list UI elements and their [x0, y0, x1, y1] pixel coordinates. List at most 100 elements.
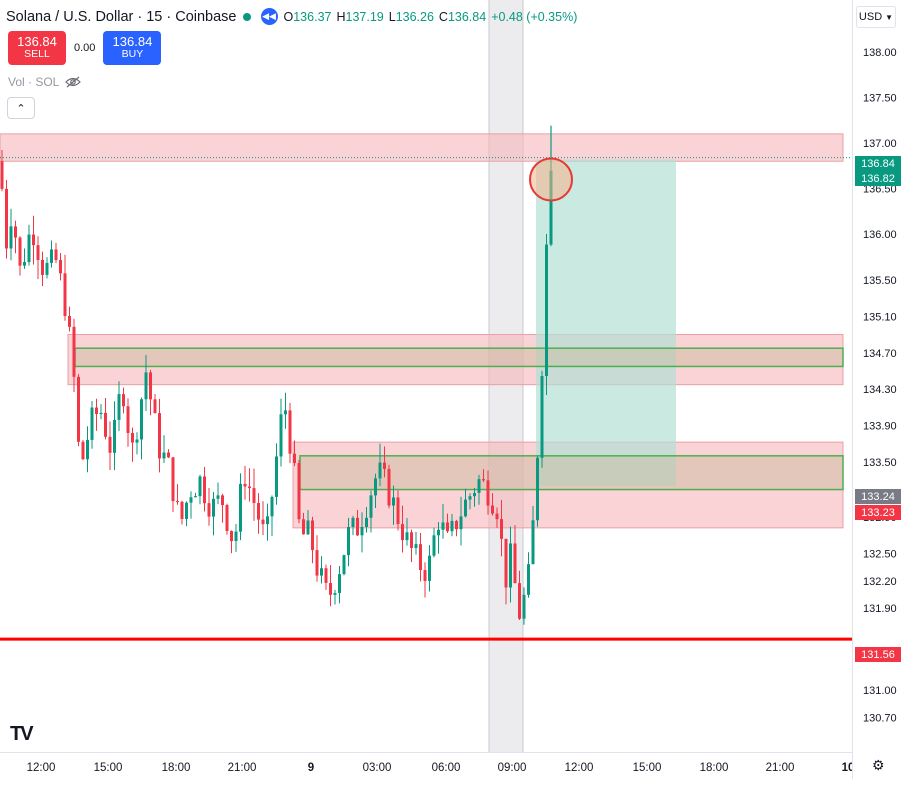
candle-52 [234, 524, 238, 552]
candle-11 [50, 240, 53, 268]
candle-body [77, 376, 80, 442]
candle-113 [509, 526, 512, 603]
candle-53 [239, 473, 242, 541]
candle-body [36, 245, 40, 260]
expand-panel-button[interactable]: ⌃ [7, 97, 35, 119]
candle-body [180, 501, 184, 519]
currency-selector[interactable]: USD ▼ [856, 6, 896, 28]
candle-121 [545, 233, 548, 395]
tradingview-logo-icon[interactable]: TV [10, 723, 34, 745]
x-tick-label: 03:00 [363, 762, 392, 774]
hide-eye-icon[interactable] [65, 76, 82, 88]
candle-99 [446, 513, 449, 534]
candle-94 [423, 562, 427, 598]
y-tick-label: 137.50 [863, 92, 897, 104]
candle-body [252, 488, 256, 504]
candle-38 [171, 456, 175, 512]
candle-body [45, 262, 49, 275]
symbol-title[interactable]: Solana / U.S. Dollar · 15 · Coinbase [6, 8, 237, 25]
chart-plot-area[interactable]: Solana / U.S. Dollar · 15 · Coinbase ◀◀ … [0, 0, 852, 752]
candle-body [149, 372, 152, 400]
candle-body [131, 432, 134, 443]
candle-body [104, 412, 107, 437]
candle-29 [131, 427, 134, 462]
candle-body [432, 535, 436, 556]
price-chart[interactable] [0, 0, 852, 752]
candle-body [428, 555, 431, 581]
candle-body [108, 436, 112, 453]
candle-31 [140, 397, 143, 460]
candle-104 [468, 493, 472, 510]
candle-119 [536, 455, 539, 527]
candle-body [266, 516, 269, 525]
candle-body [302, 519, 305, 535]
candle-75 [338, 566, 341, 604]
y-tick-label: 133.50 [863, 457, 897, 469]
candle-118 [531, 506, 535, 565]
time-axis[interactable]: 12:00 15:00 18:00 21:00 9 03:00 06:00 09:00 12:0… [0, 752, 854, 780]
candle-body [374, 478, 377, 496]
candle-body [315, 550, 319, 576]
candle-body [126, 406, 130, 433]
candle-body [288, 410, 292, 454]
candle-67 [302, 512, 305, 535]
candle-70 [315, 535, 319, 582]
x-tick-label: 9 [308, 762, 314, 774]
candle-body [113, 419, 116, 453]
candle-56 [252, 468, 256, 521]
candle-20 [90, 401, 94, 449]
price-tag-up: 136.82 [855, 171, 901, 186]
candle-44 [198, 474, 202, 505]
candle-23 [104, 397, 107, 440]
candle-77 [347, 517, 350, 567]
candle-39 [176, 484, 179, 505]
candle-71 [320, 556, 323, 584]
candle-body [491, 505, 494, 514]
candle-body [140, 399, 143, 440]
candle-body [171, 457, 175, 502]
candle-15 [68, 306, 71, 332]
collapse-legend-icon[interactable]: ◀◀ [260, 8, 278, 25]
candle-body [221, 495, 224, 506]
candle-body [536, 457, 539, 521]
price-tag-down: 131.56 [855, 647, 901, 662]
candle-95 [428, 545, 431, 592]
candle-2 [9, 208, 13, 261]
candle-4 [18, 236, 22, 276]
candle-body [441, 522, 445, 530]
candle-body [257, 503, 260, 520]
candle-21 [95, 398, 98, 431]
candle-60 [270, 495, 274, 536]
volume-indicator[interactable]: Vol · SOL [8, 75, 82, 89]
candle-19 [86, 426, 89, 473]
candle-5 [23, 248, 26, 269]
candle-body [297, 463, 301, 520]
settings-gear-icon[interactable]: ⚙ [872, 757, 885, 773]
price-axis[interactable]: 138.00 137.50 137.00 136.50 136.00 135.50 135.… [852, 0, 901, 779]
candle-63 [284, 392, 287, 429]
candle-96 [432, 527, 436, 558]
candle-101 [455, 519, 458, 537]
candle-body [144, 372, 148, 400]
candle-55 [248, 468, 251, 502]
candle-body [500, 519, 503, 539]
candle-8 [36, 236, 40, 280]
candle-109 [491, 493, 494, 516]
candle-100 [450, 514, 454, 537]
candle-49 [221, 493, 224, 523]
candle-0 [0, 149, 4, 192]
candle-body [531, 520, 535, 565]
candle-43 [194, 492, 197, 498]
candle-body [369, 495, 373, 518]
candle-body [203, 476, 206, 504]
candle-27 [122, 387, 125, 414]
sell-button[interactable]: 136.84 SELL [8, 31, 66, 65]
candle-body [63, 273, 67, 317]
buy-button[interactable]: 136.84 BUY [103, 31, 162, 65]
candle-108 [486, 470, 490, 515]
candle-body [383, 462, 386, 469]
candle-24 [108, 421, 112, 471]
y-tick-label: 131.90 [863, 603, 897, 615]
candle-91 [410, 529, 413, 563]
candle-body [162, 452, 166, 459]
